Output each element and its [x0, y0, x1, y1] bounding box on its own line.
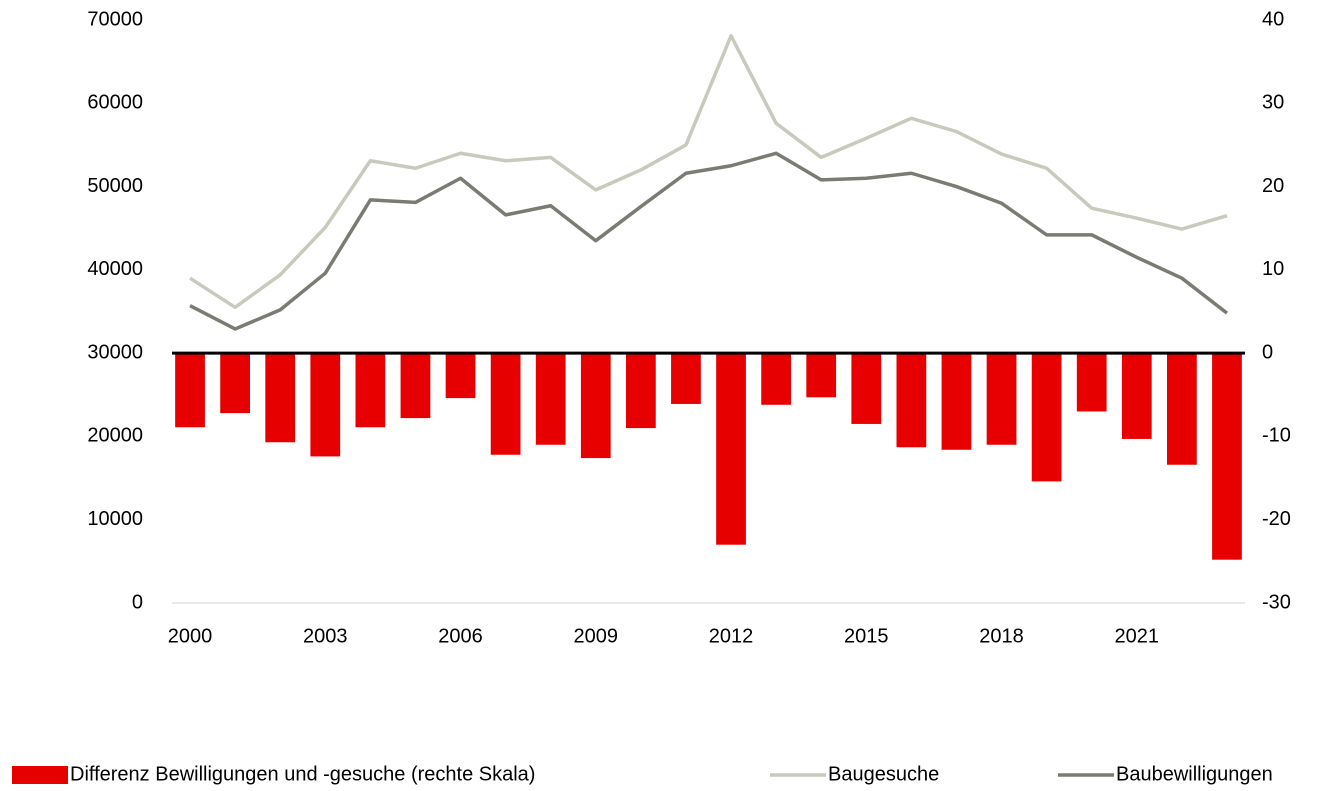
bar: [1076, 353, 1107, 412]
bar: [671, 353, 701, 404]
bar: [1212, 353, 1242, 560]
bar: [761, 353, 792, 405]
x-tick-label: 2015: [844, 625, 889, 647]
bar: [806, 353, 837, 398]
legend-swatch: [12, 766, 68, 784]
bar: [716, 353, 746, 545]
y2-tick-label: -10: [1262, 425, 1291, 447]
bar: [535, 353, 566, 445]
bar: [1031, 353, 1062, 482]
bar: [175, 353, 205, 428]
bar: [310, 353, 341, 457]
y-tick-label: 20000: [87, 425, 143, 447]
bar: [445, 353, 476, 399]
bar: [580, 353, 611, 459]
legend-label: Differenz Bewilligungen und -gesuche (re…: [70, 763, 535, 785]
bar: [851, 353, 882, 424]
y2-tick-label: 0: [1262, 341, 1273, 363]
bar: [490, 353, 521, 455]
y2-tick-label: 20: [1262, 175, 1284, 197]
bar: [220, 353, 250, 414]
bar: [941, 353, 972, 450]
x-tick-label: 2000: [168, 625, 213, 647]
y-tick-label: 40000: [87, 258, 143, 280]
bar: [265, 353, 296, 443]
y-tick-label: 60000: [87, 92, 143, 114]
x-tick-label: 2021: [1115, 625, 1160, 647]
y2-tick-label: 40: [1262, 8, 1284, 30]
bar: [400, 353, 431, 419]
y2-tick-label: -30: [1262, 591, 1291, 613]
y-tick-label: 0: [132, 591, 143, 613]
y2-tick-label: 30: [1262, 92, 1284, 114]
legend-label: Baubewilligungen: [1116, 763, 1273, 785]
y-tick-label: 30000: [87, 341, 143, 363]
y-tick-label: 10000: [87, 508, 143, 530]
x-tick-label: 2003: [303, 625, 348, 647]
bar: [355, 353, 386, 428]
bar: [1121, 353, 1152, 439]
x-tick-label: 2009: [574, 625, 619, 647]
x-tick-label: 2012: [709, 625, 754, 647]
bar: [1167, 353, 1197, 465]
line: [189, 34, 1228, 310]
y2-tick-label: -20: [1262, 508, 1291, 530]
y2-tick-label: 10: [1262, 258, 1284, 280]
line: [189, 151, 1229, 331]
y-tick-label: 70000: [87, 8, 143, 30]
x-tick-label: 2006: [438, 625, 483, 647]
legend-label: Baugesuche: [828, 763, 939, 785]
x-tick-label: 2018: [979, 625, 1024, 647]
y-tick-label: 50000: [87, 175, 143, 197]
bar: [896, 353, 927, 448]
bar: [986, 353, 1017, 445]
bar: [625, 353, 656, 429]
